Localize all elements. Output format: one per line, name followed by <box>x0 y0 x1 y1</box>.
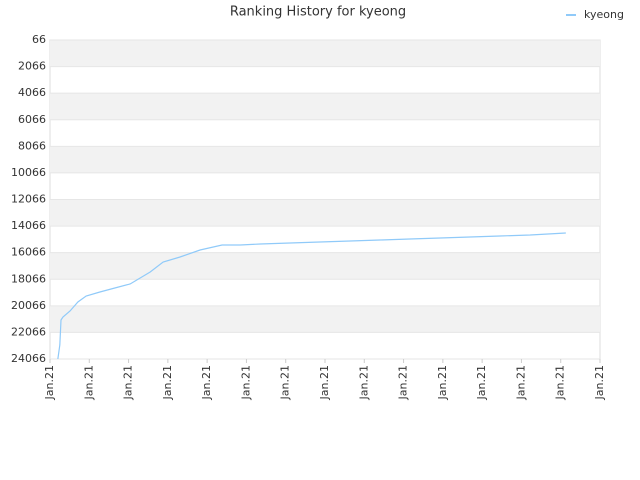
x-tick-label: Jan.21 <box>200 365 213 400</box>
x-tick-label: Jan.21 <box>239 365 252 400</box>
chart-title: Ranking History for kyeong <box>230 5 406 20</box>
x-tick-label: Jan.21 <box>279 365 292 400</box>
x-tick-label: Jan.21 <box>82 365 95 400</box>
x-tick-label: Jan.21 <box>593 365 606 400</box>
x-tick-label: Jan.21 <box>554 365 567 400</box>
y-tick-label: 18066 <box>11 272 46 285</box>
x-tick-label: Jan.21 <box>318 365 331 400</box>
x-tick-label: Jan.21 <box>43 365 56 400</box>
y-tick-label: 16066 <box>11 246 46 259</box>
grid-band <box>50 40 600 67</box>
grid-band <box>50 199 600 227</box>
legend-label: kyeong <box>584 8 624 21</box>
grid-band <box>50 252 600 280</box>
x-tick-label: Jan.21 <box>122 365 135 400</box>
y-tick-label: 8066 <box>18 139 46 152</box>
y-tick-label: 2066 <box>18 60 46 73</box>
y-tick-label: 10066 <box>11 166 46 179</box>
y-tick-label: 14066 <box>11 219 46 232</box>
y-tick-label: 6066 <box>18 113 46 126</box>
x-tick-label: Jan.21 <box>514 365 527 400</box>
y-tick-label: 4066 <box>18 86 46 99</box>
x-tick-label: Jan.21 <box>436 365 449 400</box>
line <box>57 232 566 360</box>
y-tick-label: 22066 <box>11 325 46 338</box>
x-tick-label: Jan.21 <box>161 365 174 400</box>
y-tick-label: 12066 <box>11 193 46 206</box>
x-tick-label: Jan.21 <box>357 365 370 400</box>
x-tick-label: Jan.21 <box>475 365 488 400</box>
y-tick-label: 20066 <box>11 299 46 312</box>
y-tick-label: 24066 <box>11 352 46 365</box>
grid-band <box>50 146 600 173</box>
grid-band <box>50 305 600 333</box>
x-tick-label: Jan.21 <box>397 365 410 400</box>
grid-band <box>50 93 600 120</box>
y-tick-label: 66 <box>32 33 46 46</box>
